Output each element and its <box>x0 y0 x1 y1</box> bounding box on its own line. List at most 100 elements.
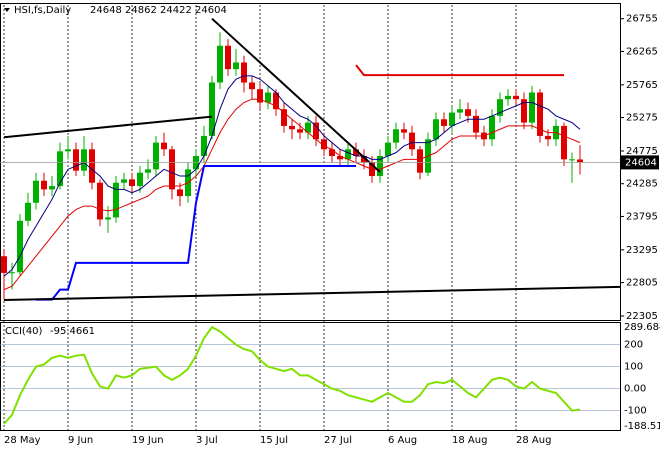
y-tick-label: 26265 <box>626 46 658 57</box>
current-price-label: 24604 <box>625 157 657 168</box>
candle-body <box>505 95 511 100</box>
candle-body <box>169 149 175 190</box>
candle-body <box>161 142 167 150</box>
x-tick-label: 6 Aug <box>388 435 417 446</box>
candle-body <box>337 155 343 160</box>
candle-body <box>489 115 495 140</box>
candle-body <box>321 139 327 150</box>
candle-body <box>377 155 383 177</box>
cci-tick-label: 100 <box>624 362 643 373</box>
y-tick-label: 24285 <box>626 179 658 190</box>
header-low: 24422 <box>160 5 192 16</box>
candle-body <box>97 182 103 220</box>
candle-body <box>209 82 215 136</box>
trendline <box>355 64 564 77</box>
candle-body <box>417 149 423 173</box>
current-price-box <box>621 155 659 170</box>
candle-body <box>433 119 439 140</box>
price-panel-frame <box>0 3 621 321</box>
cci-tick-label: -188.512 <box>624 421 660 432</box>
y-tick-label: 22805 <box>626 278 658 289</box>
y-tick-label: 25275 <box>626 113 658 124</box>
candle-body <box>441 119 447 126</box>
x-tick-label: 18 Aug <box>452 435 487 446</box>
cci-panel-frame <box>0 322 621 431</box>
candle-body <box>217 45 223 83</box>
x-tick-label: 9 Jun <box>68 435 93 446</box>
candle-body <box>313 122 319 140</box>
candle-body <box>297 129 303 133</box>
y-tick-label: 22305 <box>626 311 658 322</box>
candle-body <box>401 129 407 133</box>
menu-arrow[interactable] <box>4 8 10 12</box>
candle-body <box>121 179 127 183</box>
candle-body <box>329 149 335 156</box>
candle-body <box>465 109 471 116</box>
candle-body <box>497 99 503 116</box>
candle-body <box>225 45 231 70</box>
candle-body <box>569 159 575 161</box>
candle-body <box>57 151 63 187</box>
candle-body <box>137 172 143 187</box>
symbol-label: HSI,fs,Daily <box>14 5 71 16</box>
candle-body <box>17 220 23 273</box>
x-tick-label: 28 Aug <box>516 435 551 446</box>
candle-body <box>257 89 263 103</box>
candle-body <box>249 82 255 90</box>
candle-body <box>41 180 47 190</box>
candle-body <box>153 142 159 170</box>
y-tick-label: 24775 <box>626 146 658 157</box>
moving-average <box>3 98 581 291</box>
y-tick-label: 26755 <box>626 14 658 25</box>
candle-body <box>473 115 479 133</box>
candle-body <box>49 186 55 190</box>
y-tick-label: 25765 <box>626 80 658 91</box>
candle-body <box>1 256 7 273</box>
candle-body <box>89 149 95 183</box>
candle-body <box>513 95 519 100</box>
y-tick-label: 23795 <box>626 211 658 222</box>
cci-tick-label: -100 <box>624 406 647 417</box>
cci-line <box>3 325 581 425</box>
candle-body <box>233 62 239 70</box>
candle-body <box>393 129 399 143</box>
candle-body <box>361 155 367 163</box>
cci-name: CCI(40) <box>5 326 43 337</box>
header-open: 24648 <box>90 5 122 16</box>
candle-body <box>561 125 567 160</box>
cci-tick-label: 0.00 <box>624 384 646 395</box>
stop-line <box>36 165 356 301</box>
candle-body <box>385 142 391 156</box>
x-tick-label: 28 May <box>4 435 41 446</box>
cci-last-value: -95.4661 <box>50 326 95 337</box>
candle-body <box>145 169 151 173</box>
candle-body <box>25 202 31 221</box>
candle-body <box>289 125 295 130</box>
candle-body <box>457 109 463 113</box>
candle-body <box>201 135 207 156</box>
moving-average <box>3 75 581 277</box>
header-close: 24604 <box>195 5 227 16</box>
candle-body <box>65 149 71 152</box>
candle-body <box>577 159 583 163</box>
candle-body <box>241 62 247 83</box>
header-high: 24862 <box>125 5 157 16</box>
candle-body <box>9 272 15 274</box>
candle-body <box>529 92 535 123</box>
y-tick-label: 23295 <box>626 245 658 256</box>
candle-body <box>353 149 359 156</box>
candle-body <box>281 109 287 126</box>
candle-body <box>81 149 87 171</box>
trendline <box>3 115 213 139</box>
candle-body <box>345 149 351 160</box>
candle-body <box>73 149 79 171</box>
candle-body <box>521 99 527 123</box>
x-tick-label: 15 Jul <box>260 435 288 446</box>
cci-tick-label: 289.6848 <box>624 322 660 333</box>
candle-body <box>545 135 551 140</box>
trendline <box>211 17 381 173</box>
candle-body <box>409 132 415 150</box>
candle-body <box>537 92 543 136</box>
